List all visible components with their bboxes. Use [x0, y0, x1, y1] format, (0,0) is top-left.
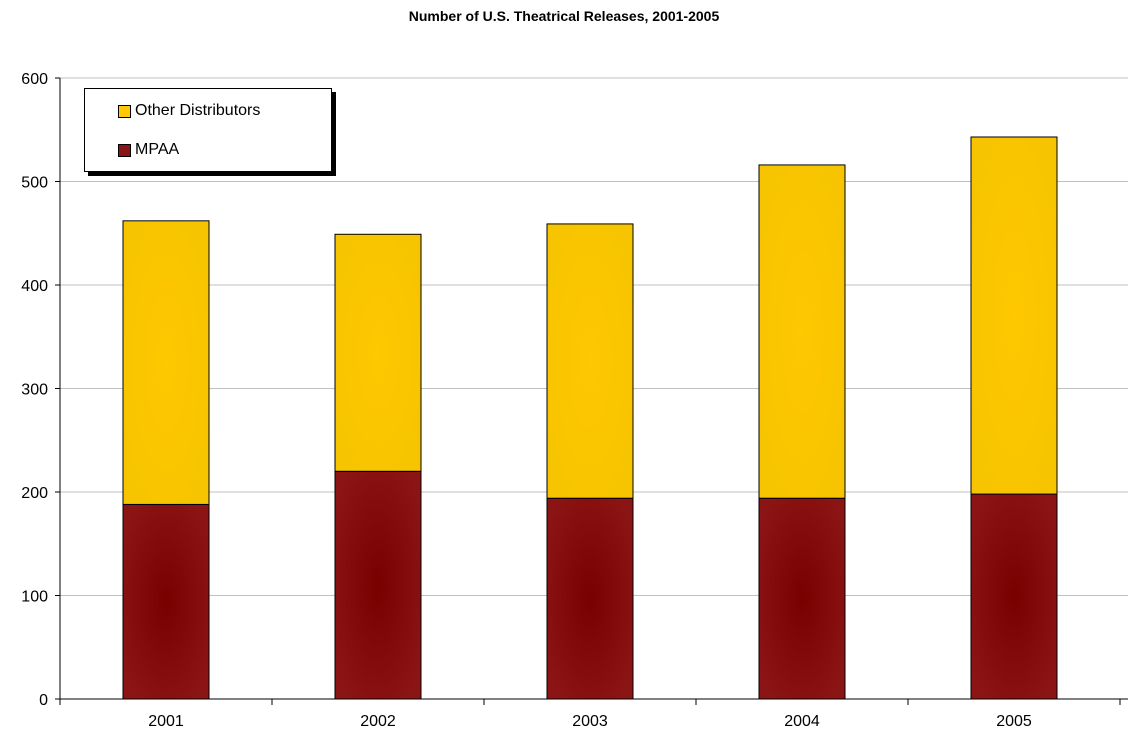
- y-tick-label: 200: [21, 485, 48, 502]
- chart-title: Number of U.S. Theatrical Releases, 2001…: [408, 8, 720, 24]
- bar-other-distributors-2004: [758, 164, 846, 499]
- legend-item-mpaa: MPAA: [118, 141, 179, 159]
- y-tick-label: 100: [21, 589, 48, 606]
- bar-mpaa-2001: [122, 503, 210, 700]
- y-tick-label: 500: [21, 175, 48, 192]
- x-tick-label: 2004: [784, 713, 820, 730]
- bar-other-distributors-2005: [970, 136, 1058, 495]
- x-tick-label: 2002: [360, 713, 396, 730]
- bar-other-distributors-2003: [546, 223, 634, 499]
- legend-label: MPAA: [135, 141, 180, 158]
- legend-label: Other Distributors: [135, 102, 261, 119]
- bar-other-distributors-2002: [334, 233, 422, 472]
- bar-mpaa-2002: [334, 470, 422, 700]
- y-tick-label: 300: [21, 382, 48, 399]
- legend-item-other-distributors: Other Distributors: [118, 102, 260, 120]
- y-tick-label: 0: [39, 692, 48, 709]
- bar-mpaa-2004: [758, 497, 846, 700]
- bar-mpaa-2003: [546, 497, 634, 700]
- bar-other-distributors-2001: [122, 220, 210, 505]
- y-tick-label: 600: [21, 71, 48, 88]
- legend-swatch-other-distributors: [118, 104, 131, 118]
- x-tick-label: 2005: [996, 713, 1032, 730]
- y-tick-label: 400: [21, 278, 48, 295]
- legend-swatch-mpaa: [118, 143, 131, 157]
- bar-mpaa-2005: [970, 493, 1058, 700]
- legend: Other Distributors MPAA: [84, 88, 332, 172]
- x-tick-label: 2003: [572, 713, 608, 730]
- x-tick-label: 2001: [148, 713, 184, 730]
